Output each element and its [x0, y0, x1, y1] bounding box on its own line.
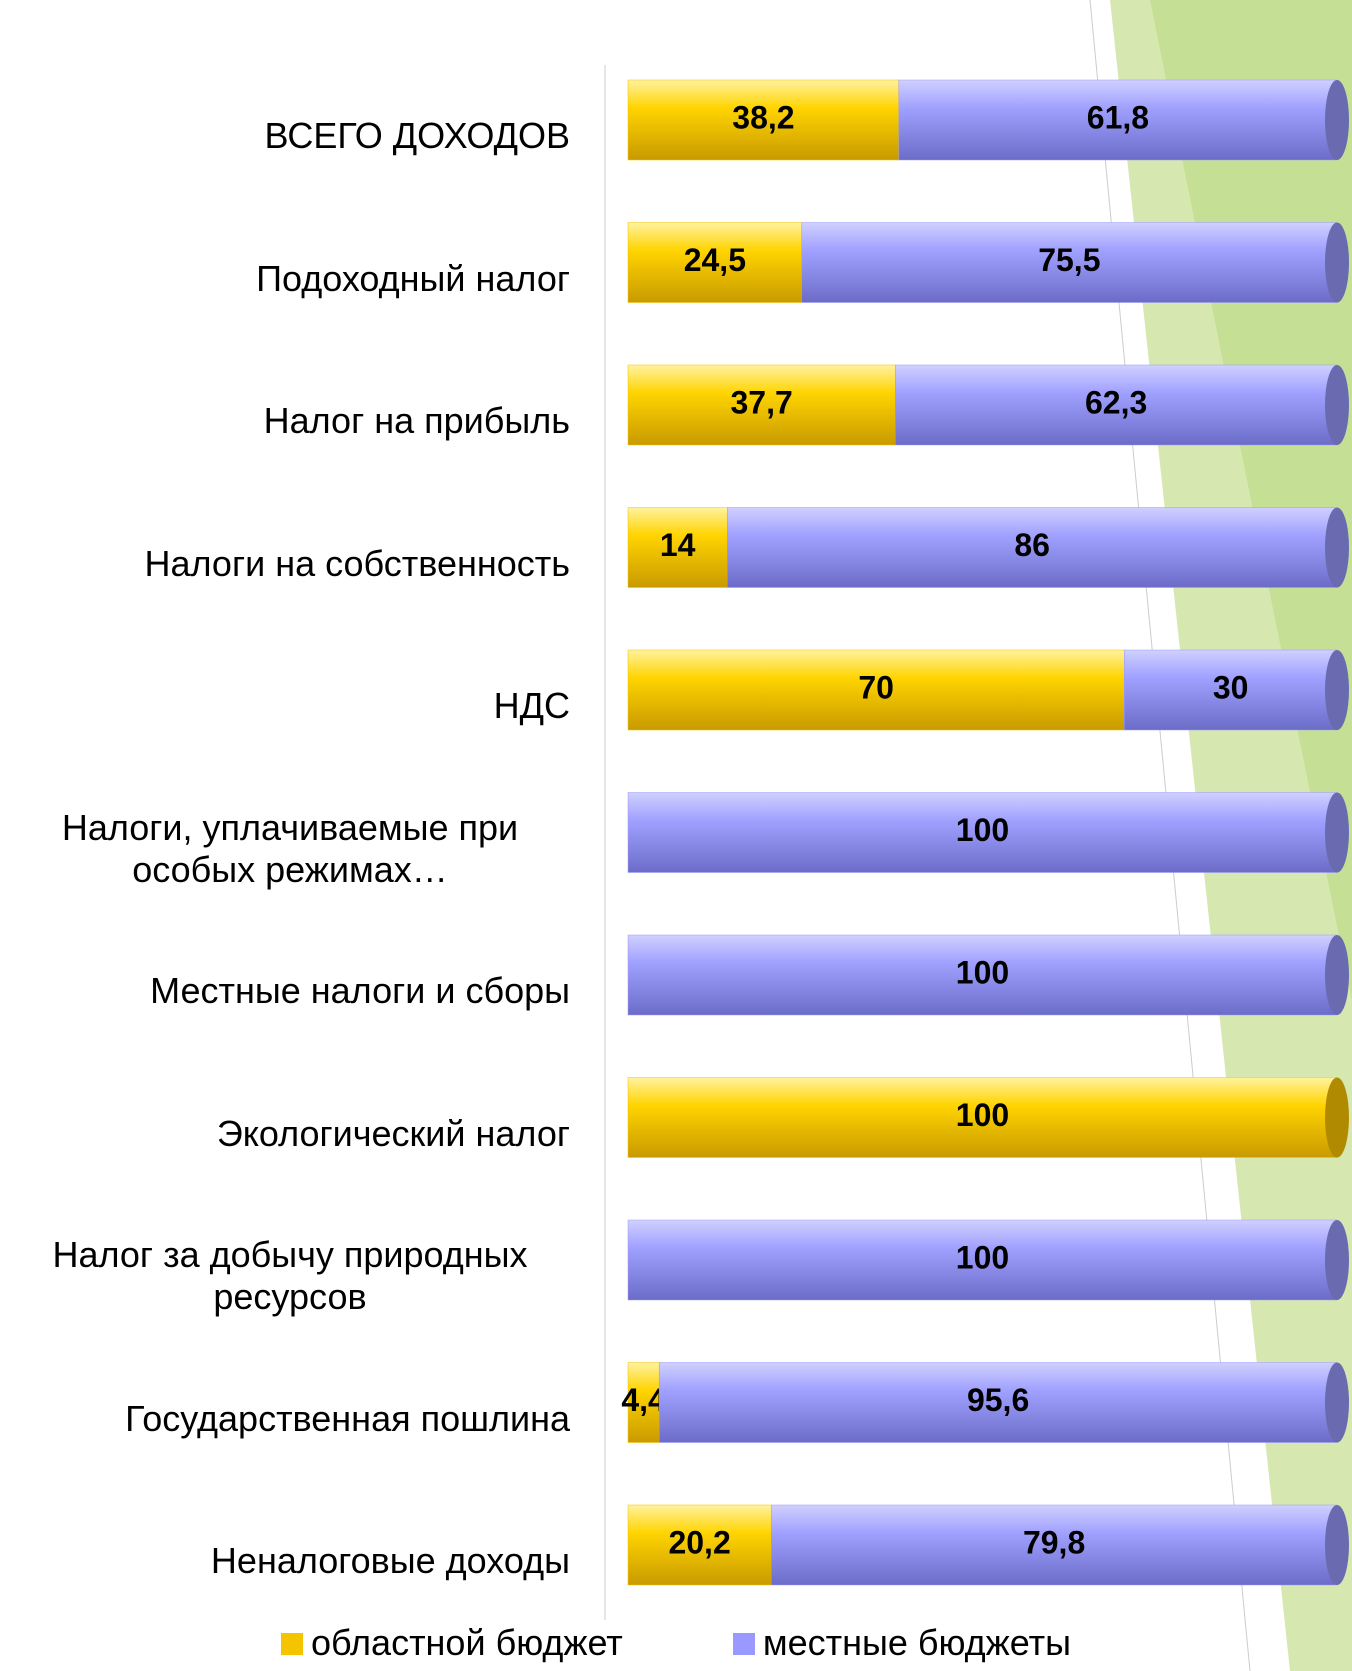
- legend-swatch: [281, 1633, 303, 1655]
- bar-end-cap: [1325, 80, 1349, 160]
- data-label: 30: [1213, 669, 1249, 705]
- y-tick-label: Подоходный налог: [10, 258, 570, 300]
- bar-end-cap: [1325, 793, 1349, 873]
- data-label: 70: [858, 669, 894, 705]
- bar-end-cap: [1325, 508, 1349, 588]
- data-label: 37,7: [731, 384, 793, 420]
- y-tick-label: Экологический налог: [10, 1113, 570, 1155]
- bar-end-cap: [1325, 650, 1349, 730]
- y-tick-label: Неналоговые доходы: [10, 1540, 570, 1582]
- data-label: 75,5: [1038, 242, 1100, 278]
- data-label: 79,8: [1023, 1524, 1085, 1560]
- legend: областной бюджет местные бюджеты: [0, 1622, 1352, 1664]
- data-label: 14: [660, 527, 696, 563]
- bar-end-cap: [1325, 223, 1349, 303]
- y-tick-label: ВСЕГО ДОХОДОВ: [10, 115, 570, 157]
- y-tick-label: Налоги, уплачиваемые при особых режимах…: [10, 807, 570, 891]
- data-label: 62,3: [1085, 384, 1147, 420]
- bar-end-cap: [1325, 1220, 1349, 1300]
- data-label: 38,2: [732, 99, 794, 135]
- y-tick-label: Налог на прибыль: [10, 400, 570, 442]
- data-label: 24,5: [684, 242, 746, 278]
- data-label: 100: [956, 1239, 1009, 1275]
- y-tick-label: Налоги на собственность: [10, 543, 570, 585]
- bar-end-cap: [1325, 1363, 1349, 1443]
- bar-end-cap: [1325, 935, 1349, 1015]
- legend-label: областной бюджет: [311, 1622, 623, 1663]
- bar-end-cap: [1325, 365, 1349, 445]
- bar-end-cap: [1325, 1505, 1349, 1585]
- legend-swatch: [733, 1633, 755, 1655]
- data-label: 86: [1014, 527, 1050, 563]
- data-label: 100: [956, 954, 1009, 990]
- legend-item: областной бюджет: [281, 1622, 623, 1664]
- data-label: 100: [956, 812, 1009, 848]
- data-label: 20,2: [668, 1524, 730, 1560]
- data-label: 95,6: [967, 1382, 1029, 1418]
- page: 38,2 61,8 24,5 75,5 37,7 62,3 14 86 70 30 100 100 10…: [0, 0, 1352, 1671]
- legend-item: местные бюджеты: [733, 1622, 1071, 1664]
- legend-label: местные бюджеты: [763, 1622, 1071, 1663]
- y-tick-label: Налог за добычу природных ресурсов: [10, 1234, 570, 1318]
- y-tick-label: Местные налоги и сборы: [10, 970, 570, 1012]
- bar-end-cap: [1325, 1078, 1349, 1158]
- data-label: 100: [956, 1097, 1009, 1133]
- y-tick-label: НДС: [10, 685, 570, 727]
- data-label: 61,8: [1087, 99, 1149, 135]
- y-tick-label: Государственная пошлина: [10, 1398, 570, 1440]
